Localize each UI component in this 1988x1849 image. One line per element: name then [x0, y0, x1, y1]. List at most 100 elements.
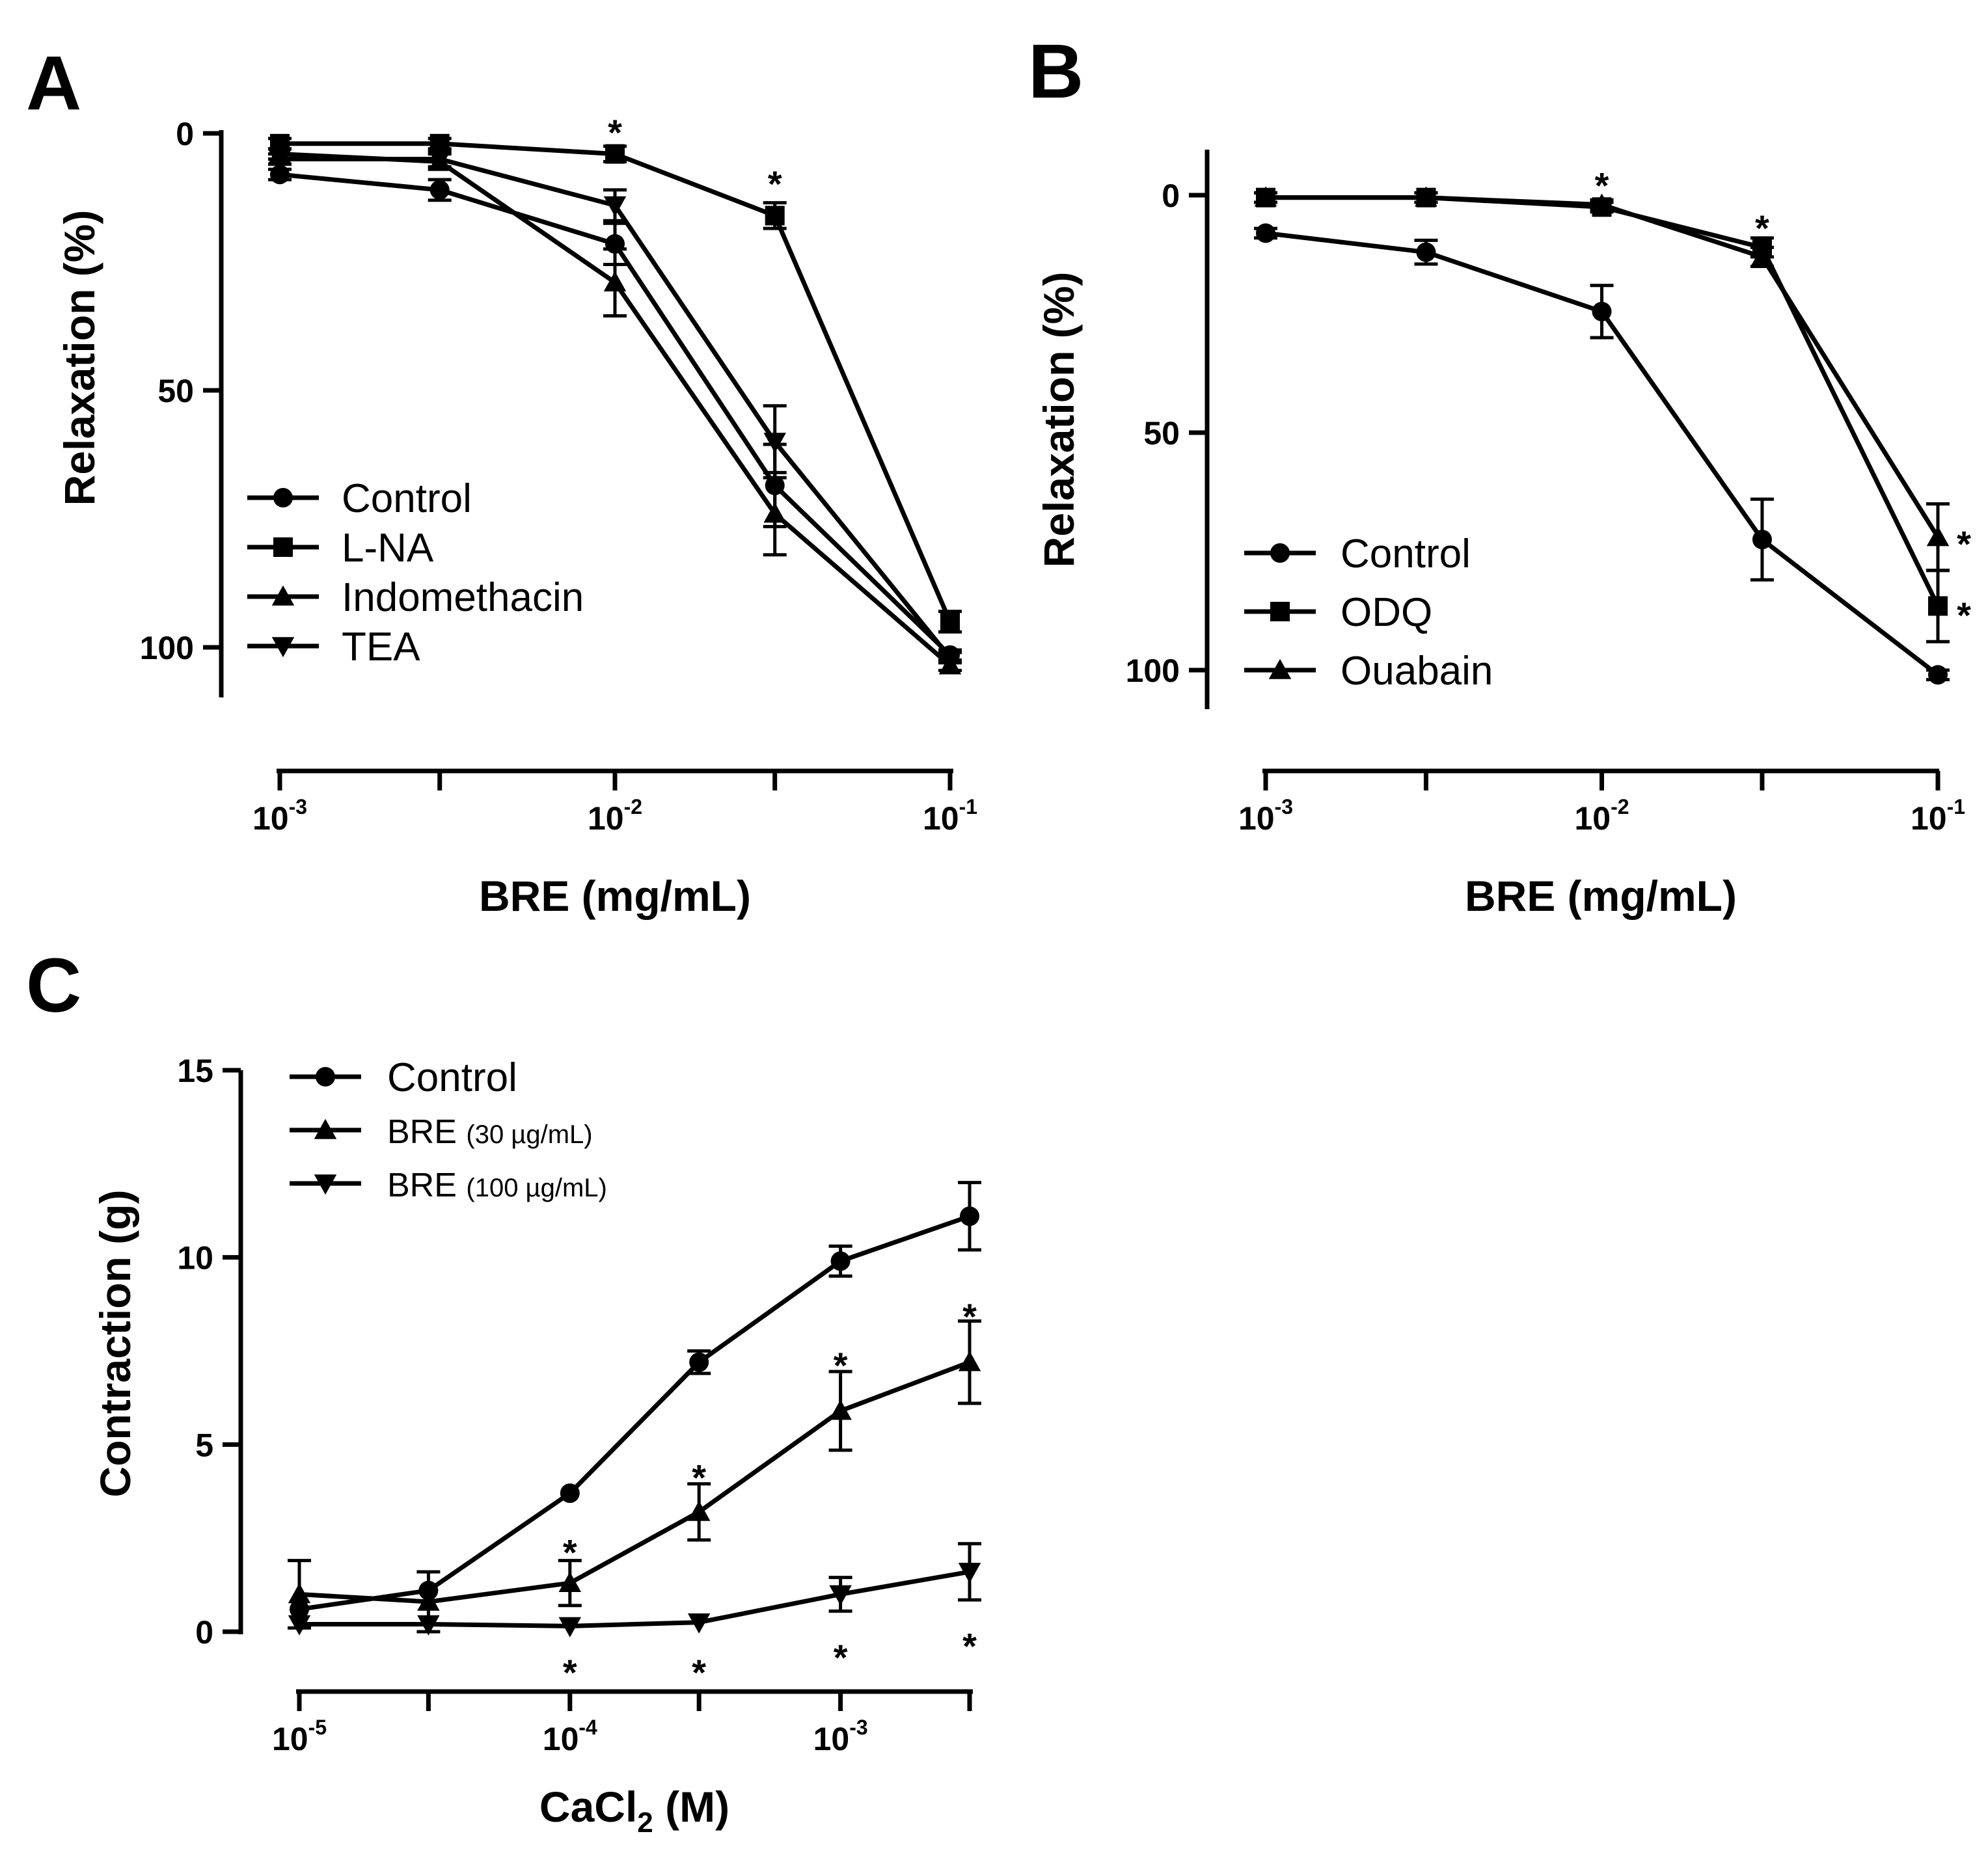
- y-tick-label: 50: [157, 373, 194, 409]
- data-point: [763, 433, 786, 453]
- legend-marker: [314, 1174, 337, 1195]
- x-tick-base: 10: [588, 800, 624, 837]
- panel-letter: A: [26, 40, 81, 126]
- legend-marker: [314, 1118, 337, 1139]
- data-point: [940, 612, 960, 632]
- x-tick-label: 10-1: [1911, 795, 1965, 837]
- data-point: [1416, 242, 1436, 262]
- data-point: [1928, 596, 1948, 616]
- data-point: [765, 206, 785, 226]
- y-tick-label: 100: [140, 630, 194, 666]
- legend-label: Ouabain: [1341, 649, 1493, 694]
- x-tick-exponent: -5: [308, 1716, 327, 1739]
- significance-star: *: [1957, 524, 1971, 565]
- data-point: [268, 150, 292, 170]
- y-tick-label: 100: [1126, 653, 1180, 689]
- x-tick-label: 10-2: [588, 795, 642, 837]
- x-tick-exponent: -1: [959, 795, 977, 818]
- x-tick-label: 10-3: [1238, 795, 1293, 837]
- y-axis-title: Relaxation (%): [1035, 272, 1083, 568]
- legend-label-name: BRE: [387, 1113, 466, 1151]
- legend-entry: L-NA: [247, 526, 434, 571]
- x-axis-title-unit: (M): [653, 1783, 729, 1831]
- legend-label: BRE (100 µg/mL): [387, 1167, 607, 1204]
- legend-label: Control: [342, 476, 472, 521]
- data-point: [1926, 526, 1950, 547]
- significance-star: *: [962, 1626, 977, 1667]
- y-tick-label: 0: [1162, 178, 1180, 214]
- significance-star: *: [563, 1652, 577, 1693]
- x-tick-base: 10: [1574, 800, 1611, 837]
- significance-star: *: [1957, 595, 1971, 636]
- data-point: [288, 1615, 311, 1636]
- x-axis-title-subscript: 2: [637, 1807, 653, 1839]
- data-point: [429, 180, 450, 200]
- x-tick-label: 10-3: [813, 1716, 868, 1757]
- series-line: [299, 1214, 971, 1612]
- x-tick-base: 10: [1911, 800, 1947, 837]
- series-control: [1254, 223, 1950, 685]
- x-tick-base: 10: [1238, 800, 1275, 837]
- legend-marker: [316, 1067, 335, 1086]
- significance-star: *: [692, 1652, 706, 1693]
- data-point: [1254, 186, 1277, 207]
- legend-entry: ODQ: [1244, 590, 1432, 635]
- legend-label: ODQ: [1341, 590, 1432, 635]
- data-point: [1256, 223, 1275, 243]
- series-tea: [268, 150, 962, 669]
- data-point: [1592, 301, 1612, 321]
- x-tick-base: 10: [272, 1721, 308, 1757]
- series-line: [299, 1569, 970, 1628]
- data-point: [558, 1617, 582, 1638]
- y-axis-title: Contraction (g): [91, 1190, 139, 1498]
- x-tick-exponent: -2: [624, 795, 642, 818]
- significance-star: *: [692, 1457, 706, 1498]
- y-axis-title: Relaxation (%): [55, 210, 103, 506]
- x-tick-exponent: -3: [289, 795, 307, 818]
- x-tick-exponent: -2: [1611, 795, 1629, 818]
- data-point: [1750, 245, 1774, 266]
- x-tick-label: 10-1: [923, 795, 977, 837]
- data-point: [830, 1251, 851, 1271]
- data-point: [958, 1351, 981, 1371]
- data-point: [687, 1613, 711, 1634]
- data-point: [417, 1590, 440, 1611]
- x-axis-title-main: CaCl: [539, 1783, 637, 1831]
- significance-star: *: [834, 1345, 848, 1386]
- y-tick-label: 5: [195, 1427, 213, 1463]
- x-tick-base: 10: [813, 1721, 850, 1757]
- data-point: [1928, 665, 1948, 685]
- significance-star: *: [608, 112, 622, 153]
- significance-star: *: [962, 1296, 977, 1337]
- x-axis-title: CaCl2 (M): [539, 1783, 729, 1839]
- legend-marker: [271, 585, 295, 606]
- legend-label: Control: [387, 1055, 517, 1100]
- x-tick-label: 10-4: [543, 1716, 597, 1757]
- x-tick-label: 10-2: [1574, 795, 1629, 837]
- x-tick-exponent: -1: [1947, 795, 1965, 818]
- data-point: [270, 165, 290, 185]
- series-line: [299, 1360, 971, 1604]
- series-ouabain: [1254, 186, 1950, 573]
- data-point: [603, 271, 627, 291]
- data-point: [763, 502, 786, 523]
- panel-letter: C: [26, 943, 81, 1029]
- data-point: [417, 1615, 440, 1636]
- data-point: [829, 1399, 852, 1420]
- legend-marker: [273, 537, 293, 557]
- legend-marker: [1270, 602, 1290, 621]
- legend-marker: [1268, 658, 1292, 679]
- data-point: [687, 1500, 711, 1521]
- legend-label: Indomethacin: [342, 575, 584, 620]
- legend-marker: [271, 637, 295, 658]
- x-tick-exponent: -4: [579, 1716, 597, 1739]
- legend-entry: Control: [247, 476, 472, 521]
- data-point: [829, 1585, 852, 1606]
- data-point: [428, 150, 451, 170]
- legend-entry: BRE (30 µg/mL): [290, 1113, 593, 1151]
- y-tick-label: 10: [177, 1240, 213, 1276]
- x-tick-base: 10: [923, 800, 959, 837]
